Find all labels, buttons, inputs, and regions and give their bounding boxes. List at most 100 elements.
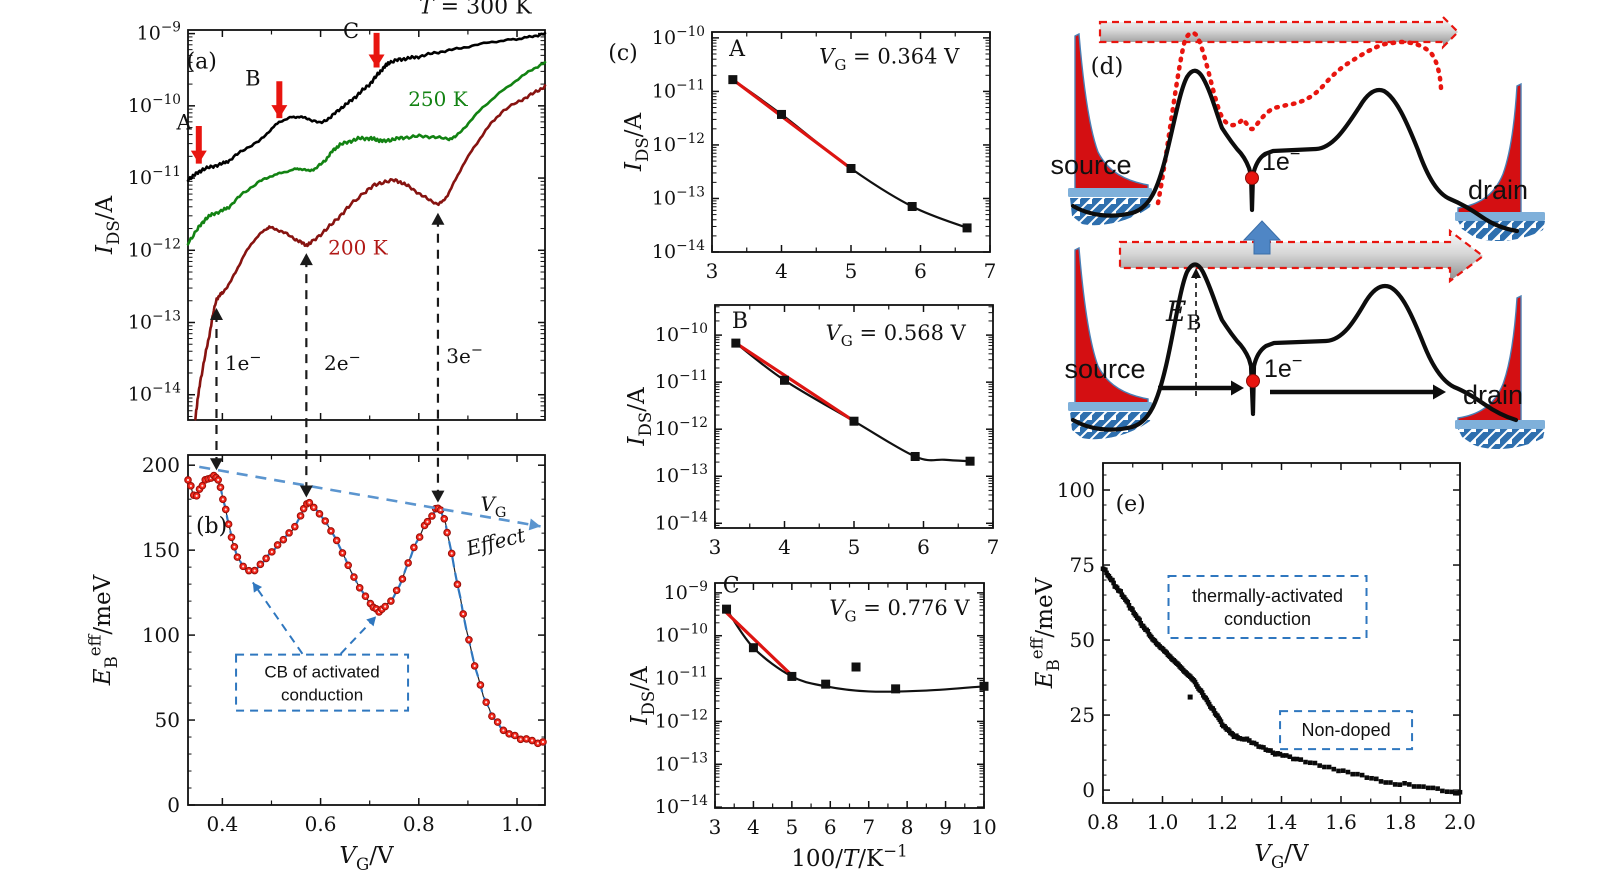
y-tick-label: 10−11 xyxy=(655,665,708,690)
eb-data-red-marker-center xyxy=(496,721,499,724)
eb-e-data-marker xyxy=(1211,708,1217,713)
y-tick-label: 10−12 xyxy=(128,236,181,261)
data-B-marker xyxy=(780,375,789,385)
eb-data-red-marker-center xyxy=(439,508,442,512)
panel-cA: 3 4 5 6 7 10−14 10−13 10−12 10−11 10−10 A VG = 0.36… xyxy=(621,24,996,283)
x-tick-label: 7 xyxy=(987,535,1000,559)
label-200k: 200 K xyxy=(328,236,389,260)
vg-effect-arrow xyxy=(199,465,541,528)
eb-e-data-marker xyxy=(1118,589,1123,594)
drain-bottom-hatch xyxy=(1458,429,1545,450)
panel-d: (d) source drain 1e− source drain 1e− EB xyxy=(1050,14,1545,450)
y-axis-label-a: IDS/A xyxy=(92,196,123,256)
label-1e: 1e− xyxy=(225,350,262,375)
eb-data-red-marker-center xyxy=(259,563,262,566)
x-tick-label: 1.4 xyxy=(1266,810,1298,834)
eb-data-red-marker-center xyxy=(525,737,528,741)
drain-top-reservoir xyxy=(1457,82,1522,215)
eb-data-red-marker-center xyxy=(221,498,224,501)
y-tick-label: 10−12 xyxy=(652,131,705,156)
x-axis-label-e: VG/V xyxy=(1254,841,1309,872)
label-2e: 2e− xyxy=(324,350,361,375)
eb-e-data-marker xyxy=(1256,744,1262,749)
data-B-marker xyxy=(849,416,859,426)
temperature-title: T = 300 K xyxy=(419,0,532,19)
eb-e-data-marker xyxy=(1355,771,1360,777)
subplot-B-vg: VG = 0.568 V xyxy=(826,321,967,350)
eb-e-data-marker xyxy=(1411,784,1417,789)
y-tick-label: 10−10 xyxy=(655,622,708,647)
data-C-marker xyxy=(851,662,861,672)
eb-e-data-marker xyxy=(1275,751,1280,756)
drain-bottom-reservoir xyxy=(1457,294,1522,425)
panel-a-label: (a) xyxy=(187,49,217,74)
y-tick-label: 10−9 xyxy=(137,20,181,45)
arrow-A-head xyxy=(190,150,207,164)
y-tick-label: 10−13 xyxy=(655,462,708,487)
data-A-marker xyxy=(777,109,786,119)
panel-c-label: (c) xyxy=(608,41,638,66)
electron-dot-bottom xyxy=(1246,374,1260,388)
panel-e-label: (e) xyxy=(1116,492,1146,517)
eb-data-red-marker-center xyxy=(519,738,522,741)
electron-dot-top xyxy=(1245,171,1259,185)
eb-e-data-marker xyxy=(1199,690,1205,695)
eb-e-data-marker xyxy=(1251,740,1257,746)
thermal-box-text: thermally-activated xyxy=(1192,586,1343,606)
y-tick-label: 10−11 xyxy=(655,368,708,393)
cb-pointer-2-head xyxy=(366,616,377,627)
y-tick-label: 10−11 xyxy=(652,77,705,102)
eb-data-red-marker-center xyxy=(308,501,311,504)
eb-e-data-marker xyxy=(1244,736,1250,742)
eb-data-red-marker-center xyxy=(502,729,505,732)
eb-data-red-marker-center xyxy=(302,507,305,510)
eb-arrow-head xyxy=(1191,268,1201,278)
label-3e: 3e− xyxy=(446,343,483,368)
drain-top-fermi-bar xyxy=(1455,212,1545,221)
eb-data-red-marker-center xyxy=(369,602,372,605)
eb-e-data-marker xyxy=(1130,607,1135,612)
eb-e-data-marker xyxy=(1457,789,1463,795)
series-250k xyxy=(186,60,547,246)
eb-data-red-marker-center xyxy=(224,508,227,511)
label-A: A xyxy=(175,111,192,135)
x-tick-label: 5 xyxy=(845,259,858,283)
cb-pointer-1 xyxy=(251,581,304,655)
eb-e-data-marker xyxy=(1287,754,1293,760)
eb-data-red-marker-center xyxy=(401,577,404,581)
source-top-reservoir xyxy=(1074,32,1149,191)
source-bottom-reservoir xyxy=(1074,246,1149,405)
x-tick-label: 0.6 xyxy=(305,812,337,836)
x-tick-label: 9 xyxy=(939,815,952,839)
fit-red-B xyxy=(732,340,857,424)
connector-3e-head-down xyxy=(431,490,445,503)
eb-data-red-marker-center xyxy=(395,589,398,592)
drain-top-label: drain xyxy=(1468,175,1528,205)
cb-activated-box-text: CB of activated xyxy=(264,663,379,682)
x-tick-label: 3 xyxy=(709,815,722,839)
eb-data-red-marker-center xyxy=(201,484,204,487)
cb-activated-box-text: conduction xyxy=(281,686,363,705)
eb-e-data-marker xyxy=(1425,785,1431,791)
eb-data-red-marker-center xyxy=(412,546,415,549)
eb-data-red-marker-center xyxy=(287,531,291,534)
eb-e-data-marker xyxy=(1345,769,1351,775)
axis-frame-a xyxy=(187,29,546,421)
x-tick-label: 4 xyxy=(747,815,760,839)
eb-e-data-marker xyxy=(1270,750,1276,756)
panel-a: 10−14 10−13 10−12 10−11 10−10 10−9 T = 300 K (a… xyxy=(92,0,547,421)
eb-e-data-marker xyxy=(1402,780,1407,786)
vg-effect-label-1: VG xyxy=(480,492,506,521)
y-tick-label: 10−14 xyxy=(655,509,708,534)
fit-red-A xyxy=(729,77,854,172)
subplot-B-label: B xyxy=(732,309,748,334)
panel-cB: 3 4 5 6 7 10−14 10−13 10−12 10−11 10−10 B VG = 0.56… xyxy=(624,304,1000,559)
eb-e-data-marker xyxy=(1317,763,1322,768)
eb-e-data-marker xyxy=(1440,788,1445,794)
eb-data-red-marker-center xyxy=(426,520,429,523)
x-tick-label: 1.8 xyxy=(1385,810,1417,834)
thermal-box xyxy=(1167,575,1368,640)
eb-e-data-marker xyxy=(1378,779,1384,784)
eb-e-data-marker xyxy=(1145,629,1151,634)
vg-effect-arrow-head xyxy=(528,518,541,531)
